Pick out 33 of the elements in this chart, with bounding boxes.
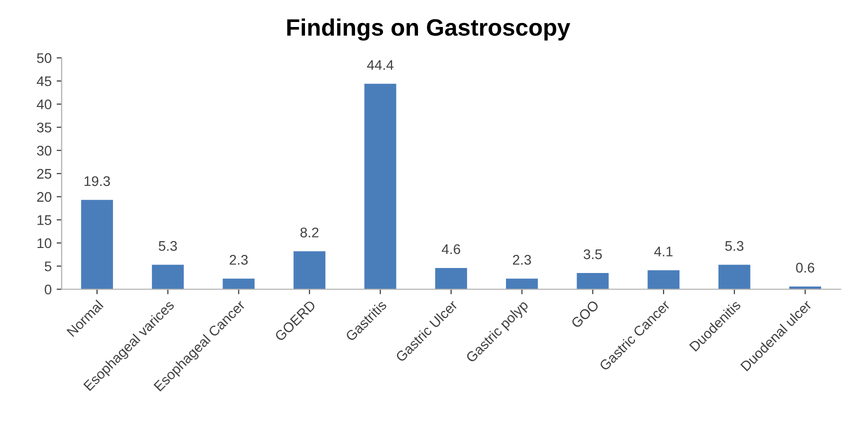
bar xyxy=(364,84,396,290)
y-tick-label: 0 xyxy=(44,284,52,294)
data-label: 4.6 xyxy=(442,244,460,254)
y-tick-label: 25 xyxy=(37,168,52,179)
bar xyxy=(648,270,680,290)
y-tick-label: 40 xyxy=(36,99,52,110)
y-tick-label: 30 xyxy=(36,146,52,156)
data-label: 5.3 xyxy=(158,241,177,251)
bar xyxy=(506,278,538,290)
bar xyxy=(152,264,184,290)
data-label: 19.3 xyxy=(84,176,110,186)
bar xyxy=(576,273,609,290)
data-label: 8.2 xyxy=(300,228,318,238)
y-tick-label: 10 xyxy=(38,238,52,248)
data-label: 0.6 xyxy=(796,262,814,273)
bar xyxy=(435,268,468,290)
bar xyxy=(222,278,255,290)
y-tick-label: 15 xyxy=(38,215,52,225)
data-label: 2.3 xyxy=(230,254,248,265)
bar xyxy=(81,200,113,290)
data-label: 2.3 xyxy=(512,254,531,265)
bar xyxy=(718,264,750,290)
y-tick-label: 5 xyxy=(44,262,52,272)
chart-title: Findings on Gastroscopy xyxy=(287,18,570,41)
data-label: 3.5 xyxy=(584,249,602,260)
data-label: 5.3 xyxy=(725,241,744,251)
y-tick-label: 50 xyxy=(37,53,52,64)
data-label: 4.1 xyxy=(654,246,673,256)
y-tick-label: 35 xyxy=(36,122,52,132)
bar xyxy=(294,251,326,290)
data-label: 44.4 xyxy=(367,60,394,70)
y-tick-label: 20 xyxy=(37,192,52,202)
y-tick-label: 45 xyxy=(36,76,52,86)
